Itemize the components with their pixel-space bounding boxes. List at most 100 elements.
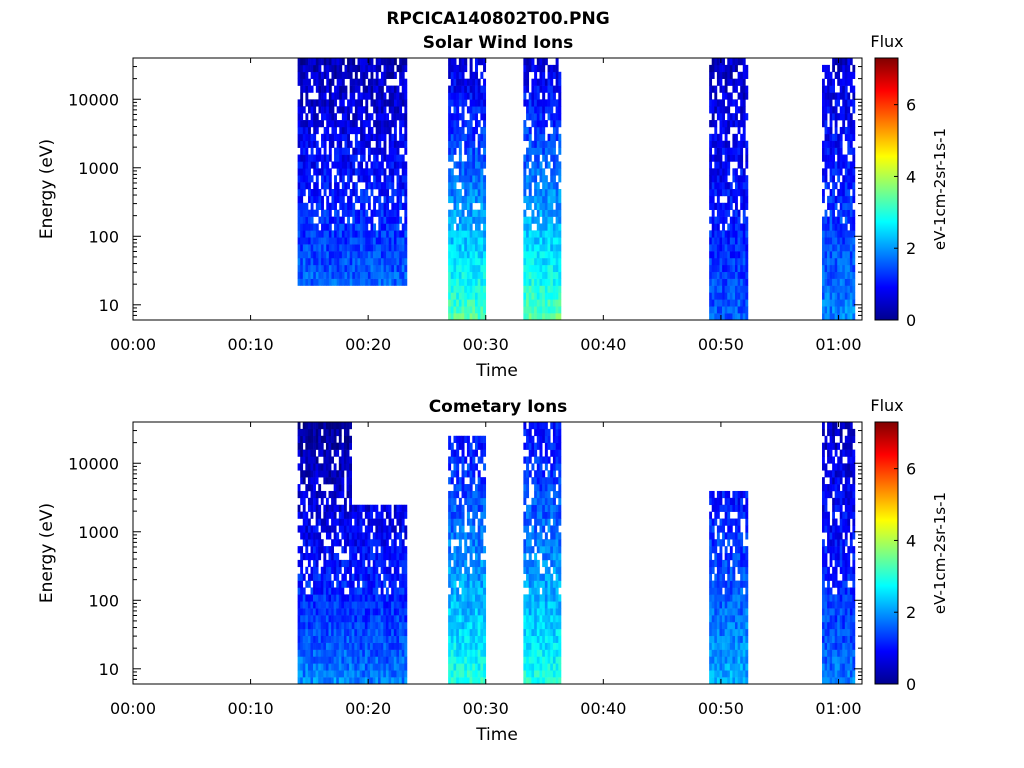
spectrogram-cell xyxy=(328,566,332,574)
spectrogram-cell xyxy=(341,525,345,533)
spectrogram-cell xyxy=(302,278,306,286)
spectrogram-cell xyxy=(331,608,334,616)
spectrogram-cell xyxy=(305,175,309,183)
spectrogram-cell xyxy=(534,195,538,204)
spectrogram-cell xyxy=(834,126,838,135)
spectrogram-cell xyxy=(539,257,543,266)
spectrogram-cell xyxy=(391,518,395,526)
spectrogram-cell xyxy=(456,133,460,142)
spectrogram-cell xyxy=(531,292,535,300)
spectrogram-cell xyxy=(396,195,400,204)
spectrogram-cell xyxy=(453,656,457,664)
spectrogram-cell xyxy=(333,670,337,678)
spectrogram-cell xyxy=(349,490,352,499)
spectrogram-cell xyxy=(401,257,405,266)
spectrogram-cell xyxy=(393,642,397,650)
spectrogram-cell xyxy=(300,566,304,574)
spectrogram-cell xyxy=(343,594,347,602)
spectrogram-cell xyxy=(391,264,395,273)
spectrogram-cell xyxy=(321,85,324,93)
spectrogram-cell xyxy=(380,546,384,554)
spectrogram-cell xyxy=(474,64,478,73)
spectrogram-cell xyxy=(399,58,403,66)
spectrogram-cell xyxy=(346,484,350,492)
spectrogram-cell xyxy=(534,92,538,100)
spectrogram-cell xyxy=(323,656,327,664)
spectrogram-cell xyxy=(323,264,327,273)
spectrogram-cell xyxy=(386,244,390,252)
spectrogram-cell xyxy=(849,216,853,224)
spectrogram-cell xyxy=(346,615,350,623)
spectrogram-cell xyxy=(714,278,718,286)
spectrogram-cell xyxy=(472,559,476,568)
spectrogram-cell xyxy=(834,278,838,286)
spectrogram-cell xyxy=(523,477,527,485)
spectrogram-cell xyxy=(362,621,366,630)
spectrogram-cell xyxy=(550,244,554,252)
spectrogram-cell xyxy=(458,649,462,657)
spectrogram-cell xyxy=(709,78,713,86)
spectrogram-cell xyxy=(477,580,481,588)
spectrogram-cell xyxy=(372,580,376,588)
spectrogram-cell xyxy=(453,601,457,609)
spectrogram-cell xyxy=(331,656,334,664)
spectrogram-cell xyxy=(318,99,322,107)
spectrogram-cell xyxy=(466,299,470,307)
spectrogram-cell xyxy=(531,573,535,581)
spectrogram-cell xyxy=(558,202,562,210)
spectrogram-cell xyxy=(323,566,327,574)
spectrogram-cell xyxy=(477,230,481,238)
spectrogram-cell xyxy=(302,64,306,73)
spectrogram-cell xyxy=(839,161,843,169)
spectrogram-cell xyxy=(339,92,343,100)
spectrogram-cell xyxy=(313,573,316,581)
spectrogram-cell xyxy=(307,539,311,547)
spectrogram-cell xyxy=(302,264,306,273)
spectrogram-cell xyxy=(832,92,835,100)
spectrogram-cell xyxy=(362,154,366,162)
spectrogram-cell xyxy=(385,566,389,574)
spectrogram-cell xyxy=(328,477,332,485)
spectrogram-cell xyxy=(388,615,392,623)
spectrogram-cell xyxy=(370,251,374,259)
spectrogram-cell xyxy=(307,628,311,637)
spectrogram-cell xyxy=(357,113,361,121)
spectrogram-cell xyxy=(534,594,538,602)
spectrogram-cell xyxy=(391,257,395,266)
spectrogram-cell xyxy=(388,92,392,100)
spectrogram-cell xyxy=(837,257,841,266)
spectrogram-cell xyxy=(842,257,846,266)
spectrogram-cell xyxy=(393,58,397,66)
spectrogram-cell xyxy=(558,230,562,238)
spectrogram-cell xyxy=(472,244,476,252)
spectrogram-cell xyxy=(456,140,460,148)
spectrogram-cell xyxy=(302,573,306,581)
spectrogram-cell xyxy=(724,313,728,321)
spectrogram-cell xyxy=(534,635,538,643)
spectrogram-cell xyxy=(852,271,856,279)
spectrogram-cell xyxy=(466,271,470,279)
spectrogram-cell xyxy=(315,573,319,581)
spectrogram-cell xyxy=(321,175,324,183)
spectrogram-cell xyxy=(829,306,833,314)
spectrogram-cell xyxy=(829,251,833,259)
spectrogram-cell xyxy=(534,580,538,588)
spectrogram-cell xyxy=(849,58,853,66)
spectrogram-cell xyxy=(536,635,540,643)
spectrogram-cell xyxy=(305,140,309,148)
spectrogram-cell xyxy=(544,271,548,279)
spectrogram-cell xyxy=(349,511,352,519)
spectrogram-cell xyxy=(448,628,452,637)
spectrogram-cell xyxy=(372,553,376,561)
spectrogram-cell xyxy=(822,168,825,176)
spectrogram-cell xyxy=(466,120,470,128)
spectrogram-cell xyxy=(745,154,749,162)
spectrogram-cell xyxy=(336,573,340,581)
spectrogram-cell xyxy=(315,497,319,506)
spectrogram-cell xyxy=(396,587,400,595)
spectrogram-cell xyxy=(464,601,468,609)
spectrogram-cell xyxy=(552,175,556,183)
spectrogram-cell xyxy=(466,442,470,450)
spectrogram-cell xyxy=(338,477,342,485)
spectrogram-cell xyxy=(847,182,851,190)
